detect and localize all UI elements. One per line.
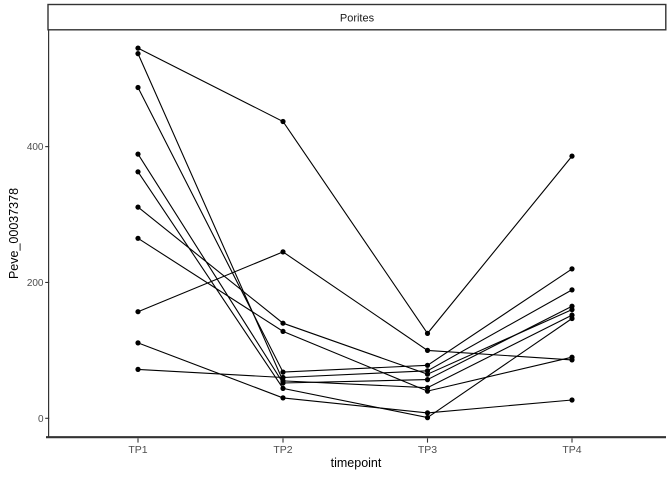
- data-point: [424, 410, 431, 416]
- data-point: [424, 362, 431, 368]
- data-point: [135, 151, 141, 157]
- data-point: [280, 395, 286, 401]
- data-point: [569, 307, 575, 313]
- x-axis-title: timepoint: [331, 456, 382, 470]
- data-point: [569, 153, 575, 159]
- y-axis-ticks: 0 200 400: [27, 142, 50, 425]
- y-tick-label: 0: [38, 414, 44, 425]
- data-point: [424, 415, 431, 421]
- data-point: [569, 397, 575, 403]
- x-tick-label: TP3: [418, 444, 437, 456]
- series-line: [137, 251, 573, 361]
- data-point: [424, 347, 431, 353]
- data-point: [424, 330, 431, 336]
- x-axis-ticks: TP1 TP2 TP3 TP4: [128, 438, 582, 456]
- series-line: [137, 53, 573, 389]
- series-line: [137, 289, 573, 379]
- y-tick-label: 400: [27, 142, 44, 153]
- data-point: [135, 204, 141, 210]
- data-point: [280, 374, 286, 381]
- data-point: [135, 366, 141, 372]
- series-line: [137, 237, 573, 392]
- data-point: [280, 320, 286, 326]
- data-point: [280, 369, 286, 375]
- data-point: [135, 235, 141, 241]
- y-axis-title: Peve_00037378: [7, 188, 21, 279]
- data-point: [280, 249, 286, 255]
- data-point: [569, 287, 575, 293]
- series-layer: [135, 45, 575, 421]
- x-tick-label: TP2: [273, 444, 292, 456]
- x-tick-label: TP4: [562, 444, 581, 456]
- data-point: [135, 45, 141, 51]
- data-point: [424, 377, 431, 383]
- data-point: [280, 380, 286, 386]
- data-point: [569, 357, 575, 363]
- facet-strip-box: [47, 3, 667, 31]
- data-point: [280, 118, 286, 125]
- series-line: [137, 342, 573, 414]
- data-point: [424, 368, 431, 374]
- data-point: [135, 309, 141, 315]
- y-tick-label: 200: [27, 278, 44, 289]
- data-point: [135, 84, 141, 91]
- data-point: [135, 51, 141, 57]
- data-point: [569, 266, 575, 272]
- series-line: [137, 47, 573, 335]
- data-point: [280, 328, 286, 334]
- facet-strip-label: Porites: [340, 12, 375, 24]
- series-line: [137, 153, 573, 384]
- data-point: [280, 385, 286, 391]
- data-point: [135, 169, 141, 175]
- data-point: [569, 315, 575, 322]
- series-line: [137, 171, 573, 419]
- series-line: [137, 87, 573, 373]
- series-line: [137, 206, 573, 375]
- data-point: [135, 340, 141, 346]
- x-tick-label: TP1: [128, 444, 147, 456]
- data-point: [424, 388, 431, 394]
